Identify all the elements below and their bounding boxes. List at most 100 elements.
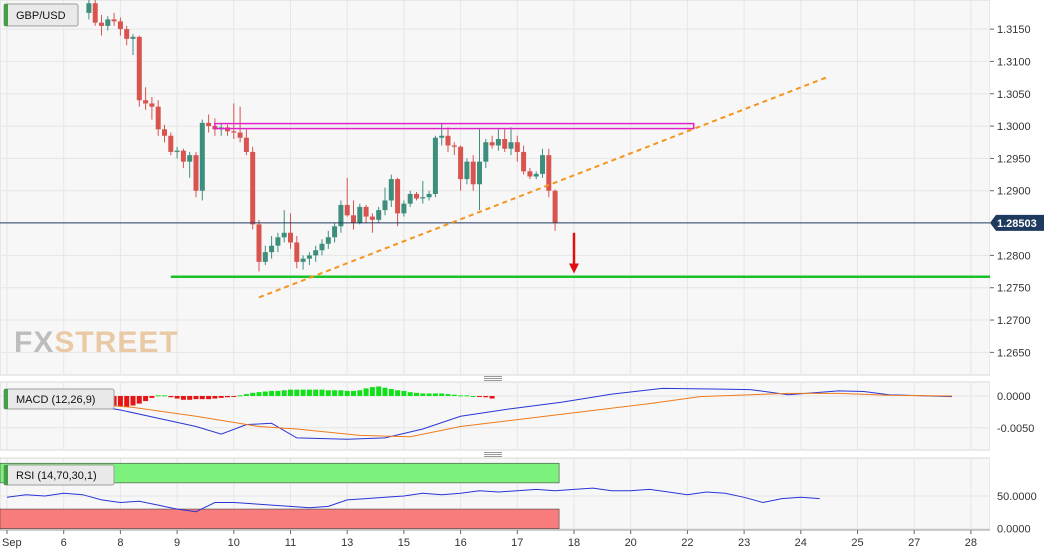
macd-histogram-bar xyxy=(432,393,438,396)
candle-body xyxy=(445,135,451,146)
macd-histogram-bar xyxy=(306,389,312,396)
time-tick-label: 9 xyxy=(174,537,180,549)
candle-body xyxy=(155,106,161,130)
macd-histogram-bar xyxy=(206,395,212,400)
candle-body xyxy=(111,19,117,22)
macd-histogram-bar xyxy=(489,395,495,399)
candle-body xyxy=(407,193,413,204)
time-axis: Sep 6 8 9 10 11 13 15 16 17 18 20 22 23 24 25 27 28 xyxy=(0,529,990,549)
macd-histogram-bar xyxy=(363,388,369,396)
candle-body xyxy=(470,161,476,185)
price-tick-label: 1.2750 xyxy=(997,283,1031,295)
candle-body xyxy=(495,139,501,146)
macd-histogram-bar xyxy=(332,390,338,396)
candle-body xyxy=(344,204,350,216)
macd-histogram-bar xyxy=(162,395,167,397)
price-tick-label: 1.3150 xyxy=(997,24,1031,36)
candle-body xyxy=(294,242,300,262)
candle-body xyxy=(187,155,193,162)
candle-body xyxy=(401,203,407,214)
candle-body xyxy=(143,100,149,104)
candle-body xyxy=(262,252,268,262)
candle-body xyxy=(382,200,388,211)
macd-histogram-bar xyxy=(401,390,407,396)
candle-body xyxy=(414,193,419,199)
candle-body xyxy=(483,142,489,162)
candle-body xyxy=(168,135,174,152)
macd-histogram-bar xyxy=(369,387,375,396)
candle-body xyxy=(275,237,281,246)
candle-body xyxy=(439,135,445,138)
candle-body xyxy=(388,179,394,201)
arrow-down-icon xyxy=(569,263,579,274)
macd-histogram-bar xyxy=(168,395,174,398)
trendline xyxy=(258,76,827,299)
macd-histogram-bar xyxy=(143,395,149,402)
time-tick-label: 11 xyxy=(285,537,296,549)
candle-body xyxy=(533,173,539,177)
price-axis: 1.3150 1.3100 1.3050 1.3000 1.2950 1.2900 1.28… xyxy=(990,24,1037,536)
macd-histogram-bar xyxy=(414,392,419,396)
macd-histogram-bar xyxy=(243,394,249,396)
price-tick-label: 1.3100 xyxy=(997,56,1031,68)
candle-body xyxy=(231,131,237,133)
watermark: FXSTREET xyxy=(14,326,179,359)
symbol-label[interactable]: GBP/USD xyxy=(3,3,79,27)
macd-histogram-bar xyxy=(407,392,413,396)
time-tick-label: 6 xyxy=(61,537,67,549)
time-tick-label: 28 xyxy=(965,537,977,549)
candle-body xyxy=(243,137,249,152)
candle-body xyxy=(351,215,356,224)
macd-histogram-bar xyxy=(325,390,331,396)
candle-body xyxy=(527,171,533,177)
macd-histogram-bar xyxy=(319,389,325,396)
macd-histogram-bar xyxy=(193,395,199,400)
macd-histogram-bar xyxy=(136,395,142,404)
price-tick-label: 1.2950 xyxy=(997,153,1031,165)
price-gridlines xyxy=(0,0,990,375)
macd-histogram-bar xyxy=(451,394,457,396)
rsi-tick-label: 0.0000 xyxy=(997,524,1031,536)
candle-body xyxy=(256,224,262,262)
candle-body xyxy=(124,29,130,39)
time-tick-label: 10 xyxy=(228,537,240,549)
candle-body xyxy=(250,151,256,225)
macd-histogram-bar xyxy=(388,388,394,396)
candle-body xyxy=(199,122,205,191)
time-tick-label: 24 xyxy=(795,537,807,549)
panel-splitter-2[interactable] xyxy=(484,452,502,457)
candle-body xyxy=(206,122,212,127)
candle-body xyxy=(508,142,514,149)
macd-label[interactable]: MACD (12,26,9) xyxy=(3,388,115,410)
candle-body xyxy=(180,150,186,162)
candle-body xyxy=(540,155,545,174)
panel-splitter-1[interactable] xyxy=(484,376,502,381)
candle-body xyxy=(86,3,92,13)
macd-histogram-bar xyxy=(445,394,451,396)
macd-histogram-bar xyxy=(382,387,388,396)
candle-body xyxy=(458,146,464,180)
macd-histogram-bar xyxy=(281,390,287,396)
macd-histogram-bar xyxy=(344,390,350,396)
time-tick-label: 22 xyxy=(681,537,693,549)
time-tick-label: 27 xyxy=(908,537,920,549)
watermark-street: STREET xyxy=(54,326,178,359)
macd-histogram-bar xyxy=(483,395,489,398)
macd-histogram-bar xyxy=(464,395,470,397)
rsi-label[interactable]: RSI (14,70,30,1) xyxy=(3,464,115,486)
chart-drawings xyxy=(0,76,990,299)
macd-histogram-bar xyxy=(174,395,180,399)
candle-body xyxy=(464,161,470,180)
macd-tick-label: -0.0050 xyxy=(997,423,1034,435)
macd-histogram-bar xyxy=(288,389,293,396)
rsi-label-text: RSI (14,70,30,1) xyxy=(16,470,97,482)
candle-body xyxy=(451,145,457,147)
macd-histogram-bar xyxy=(338,390,344,396)
candle-body xyxy=(162,129,167,136)
macd-histogram-bar xyxy=(237,395,243,397)
candle-body xyxy=(174,150,180,152)
candle-body xyxy=(136,36,142,101)
candle-body xyxy=(288,232,293,243)
macd-histogram-bar xyxy=(376,386,382,396)
